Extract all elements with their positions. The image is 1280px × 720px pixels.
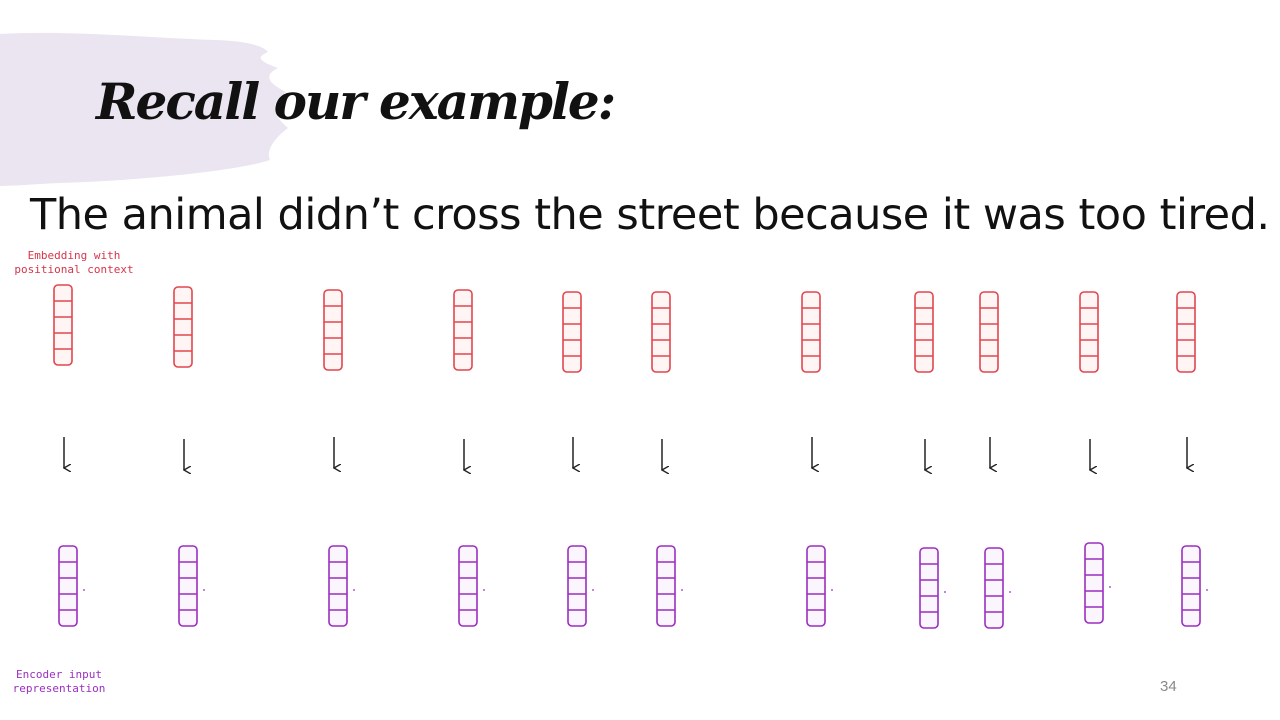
embedding-vector-1 bbox=[53, 284, 73, 366]
embedding-vector-4 bbox=[453, 289, 473, 371]
embedding-vector-5-frame bbox=[562, 291, 582, 373]
encoder-dot-9 bbox=[1009, 591, 1011, 593]
encoder-vector-4 bbox=[458, 545, 478, 627]
encoder-vector-10 bbox=[1084, 542, 1104, 624]
slide-title: Recall our example: bbox=[96, 72, 616, 131]
encoder-dot-7 bbox=[831, 589, 833, 591]
encoder-dot-3 bbox=[353, 589, 355, 591]
encoder-vector-3-frame bbox=[328, 545, 348, 627]
embedding-label: Embedding with positional context bbox=[14, 249, 134, 276]
encoder-vector-2-frame bbox=[178, 545, 198, 627]
encoder-dot-4 bbox=[483, 589, 485, 591]
embedding-vector-9-frame bbox=[979, 291, 999, 373]
encoder-vector-2 bbox=[178, 545, 198, 627]
encoder-vector-7-frame bbox=[806, 545, 826, 627]
embedding-vector-1-frame bbox=[53, 284, 73, 366]
encoder-vector-6 bbox=[656, 545, 676, 627]
encoder-vector-5 bbox=[567, 545, 587, 627]
encoder-vectors bbox=[58, 542, 1208, 629]
arrows bbox=[64, 437, 1187, 470]
encoder-vector-8 bbox=[919, 547, 939, 629]
embedding-vector-11-frame bbox=[1176, 291, 1196, 373]
embedding-vector-10 bbox=[1079, 291, 1099, 373]
embedding-vector-3 bbox=[323, 289, 343, 371]
embedding-vector-4-frame bbox=[453, 289, 473, 371]
embedding-vectors bbox=[53, 284, 1196, 373]
embedding-vector-11 bbox=[1176, 291, 1196, 373]
embedding-vector-2 bbox=[173, 286, 193, 368]
encoder-dot-5 bbox=[592, 589, 594, 591]
encoder-vector-9-frame bbox=[984, 547, 1004, 629]
embedding-vector-2-frame bbox=[173, 286, 193, 368]
encoder-vector-1-frame bbox=[58, 545, 78, 627]
encoder-dot-2 bbox=[203, 589, 205, 591]
encoder-dot-6 bbox=[681, 589, 683, 591]
encoder-vector-9 bbox=[984, 547, 1004, 629]
encoder-vector-10-frame bbox=[1084, 542, 1104, 624]
encoder-dot-11 bbox=[1206, 589, 1208, 591]
brush-stroke-shape bbox=[0, 32, 288, 186]
embedding-vector-7-frame bbox=[801, 291, 821, 373]
embedding-vector-3-frame bbox=[323, 289, 343, 371]
encoder-dot-10 bbox=[1109, 586, 1111, 588]
embedding-vector-8-frame bbox=[914, 291, 934, 373]
embedding-vector-9 bbox=[979, 291, 999, 373]
encoder-vector-5-frame bbox=[567, 545, 587, 627]
embedding-vector-6 bbox=[651, 291, 671, 373]
example-sentence: The animal didn’t cross the street becau… bbox=[30, 190, 1270, 240]
encoder-vector-4-frame bbox=[458, 545, 478, 627]
embedding-vector-10-frame bbox=[1079, 291, 1099, 373]
encoder-vector-1 bbox=[58, 545, 78, 627]
embedding-vector-5 bbox=[562, 291, 582, 373]
encoder-vector-11 bbox=[1181, 545, 1201, 627]
encoder-vector-8-frame bbox=[919, 547, 939, 629]
encoder-dot-8 bbox=[944, 591, 946, 593]
encoder-label: Encoder input representation bbox=[12, 668, 106, 695]
embedding-vector-6-frame bbox=[651, 291, 671, 373]
encoder-vector-7 bbox=[806, 545, 826, 627]
encoder-dot-1 bbox=[83, 589, 85, 591]
embedding-vector-8 bbox=[914, 291, 934, 373]
embedding-vector-7 bbox=[801, 291, 821, 373]
encoder-vector-6-frame bbox=[656, 545, 676, 627]
encoder-vector-11-frame bbox=[1181, 545, 1201, 627]
encoder-vector-3 bbox=[328, 545, 348, 627]
slide-number: 34 bbox=[1160, 678, 1177, 695]
